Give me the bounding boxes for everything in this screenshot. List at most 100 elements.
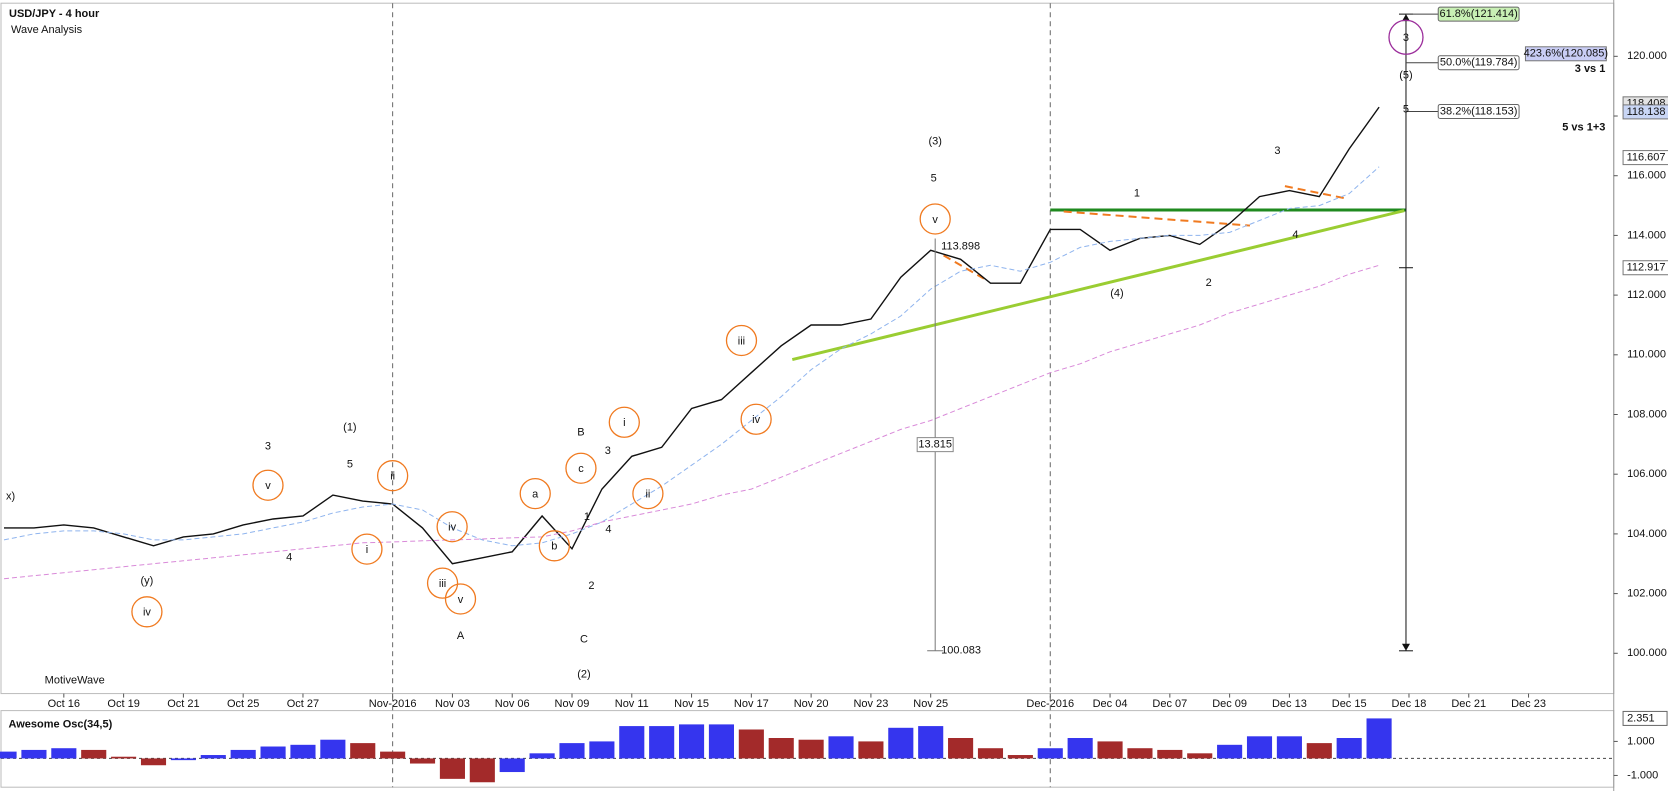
wave-label: 4 <box>1292 229 1298 241</box>
wave-circle <box>1388 19 1424 55</box>
oscillator-bar <box>708 724 735 759</box>
oscillator-bar <box>738 729 764 759</box>
wave-label: B <box>577 427 584 439</box>
wave-label: iii <box>439 578 446 590</box>
x-tick-label: Dec 04 <box>1093 698 1128 710</box>
oscillator-bar <box>21 749 47 759</box>
oscillator-bar <box>81 749 107 759</box>
wave-label: 5 <box>931 172 937 184</box>
oscillator-bar <box>679 724 705 759</box>
oscillator-bar <box>380 751 406 759</box>
wave-label: v <box>458 594 464 606</box>
wave-label: 2 <box>588 580 594 592</box>
x-tick-label: Dec 15 <box>1332 698 1367 710</box>
wave-label: 5 <box>1403 103 1409 115</box>
oscillator-bar <box>529 753 555 759</box>
arrow-head <box>1401 14 1410 22</box>
fib-box <box>1437 103 1520 119</box>
price-label: 423.6%(120.085) <box>1524 48 1608 60</box>
measure-to-label: 100.083 <box>941 645 981 657</box>
wave-circle <box>725 324 758 357</box>
wave-circle <box>351 533 383 565</box>
last-value-label: 2.351 <box>1627 712 1655 724</box>
oscillator-bar <box>1336 738 1362 759</box>
oscillator-bar <box>768 738 794 759</box>
last-value-box <box>1622 710 1668 726</box>
wave-label: (5) <box>1399 69 1412 81</box>
trendline <box>1284 185 1349 200</box>
wave-label: 3 <box>1403 32 1409 44</box>
y-tick-label: -1.000 <box>1627 769 1658 781</box>
x-tick-label: Dec 23 <box>1511 698 1546 710</box>
wave-label: b <box>551 541 557 553</box>
oscillator-bar <box>977 748 1004 759</box>
price-label: 116.607 <box>1627 152 1666 164</box>
trendline <box>1063 210 1251 227</box>
wave-label: v <box>265 480 271 492</box>
y-tick-label: 104.000 <box>1627 528 1667 540</box>
wave-label: c <box>578 463 584 475</box>
y-tick-label: 1.000 <box>1627 735 1655 747</box>
wave-label: a <box>532 489 539 501</box>
y-tick-label: 108.000 <box>1627 408 1667 420</box>
measure-size-label: 13.815 <box>918 439 952 451</box>
trendline <box>791 209 1405 362</box>
y-tick-label: 110.000 <box>1627 349 1666 361</box>
oscillator-bar <box>290 744 316 759</box>
x-tick-label: Nov 25 <box>913 698 948 710</box>
wave-label: 3 <box>605 445 611 457</box>
x-tick-label: Nov 15 <box>674 698 709 710</box>
x-tick-label: Oct 27 <box>287 698 319 710</box>
wave-label: iii <box>738 335 745 347</box>
wave-label: v <box>932 214 938 226</box>
x-tick-label: Nov 11 <box>615 698 649 710</box>
trendline <box>943 254 985 280</box>
price-label: 118.138 <box>1627 106 1666 118</box>
chart-subtitle: Wave Analysis <box>11 24 83 36</box>
oscillator-bar <box>559 743 585 759</box>
wave-circle <box>538 530 571 562</box>
wave-label: 3 <box>1274 145 1280 157</box>
price-line <box>3 166 1380 547</box>
oscillator-bar <box>1217 744 1243 759</box>
wave-circle <box>632 477 664 510</box>
y-tick-label: 114.000 <box>1627 229 1666 241</box>
wave-label: x) <box>6 491 15 503</box>
price-label-box <box>1622 260 1668 276</box>
y-tick-label: 112.000 <box>1627 289 1666 301</box>
oscillator-bar <box>1067 738 1093 759</box>
y-tick-label: 120.000 <box>1627 50 1667 62</box>
oscillator-bar <box>499 758 525 773</box>
measure-size-box <box>916 437 954 453</box>
wave-label: 5 <box>347 459 353 471</box>
fib-label: 50.0%(119.784) <box>1440 57 1517 69</box>
price-label-box <box>1524 46 1607 62</box>
y-tick-label: 116.000 <box>1627 170 1666 182</box>
oscillator-bar <box>230 749 256 759</box>
oscillator-bar <box>1187 753 1213 759</box>
oscillator-bar <box>350 743 376 759</box>
wave-label: ii <box>645 489 650 501</box>
x-tick-label: Oct 19 <box>107 698 139 710</box>
wave-label: iv <box>448 522 456 534</box>
oscillator-bar <box>1276 736 1302 759</box>
oscillator-bar <box>0 751 17 759</box>
arrow-head <box>1401 643 1410 651</box>
wave-circle <box>565 452 597 484</box>
wave-label: (4) <box>1110 287 1123 299</box>
oscillator-bar <box>111 756 137 759</box>
oscillator-bar <box>260 746 286 759</box>
y-tick-label: 106.000 <box>1627 468 1667 480</box>
x-tick-label: Dec 21 <box>1451 698 1486 710</box>
oscillator-bar <box>1306 743 1332 759</box>
wave-label: 2 <box>1206 277 1212 289</box>
oscillator-bar <box>828 736 854 759</box>
wave-label: iv <box>752 414 760 426</box>
measure-from-label: 113.898 <box>941 240 980 252</box>
y-tick-label: 100.000 <box>1627 647 1667 659</box>
note-label: 3 vs 1 <box>1575 63 1606 75</box>
fib-label: 38.2%(118.153) <box>1440 105 1517 117</box>
oscillator-bar <box>888 727 914 759</box>
wave-circle <box>740 403 772 435</box>
